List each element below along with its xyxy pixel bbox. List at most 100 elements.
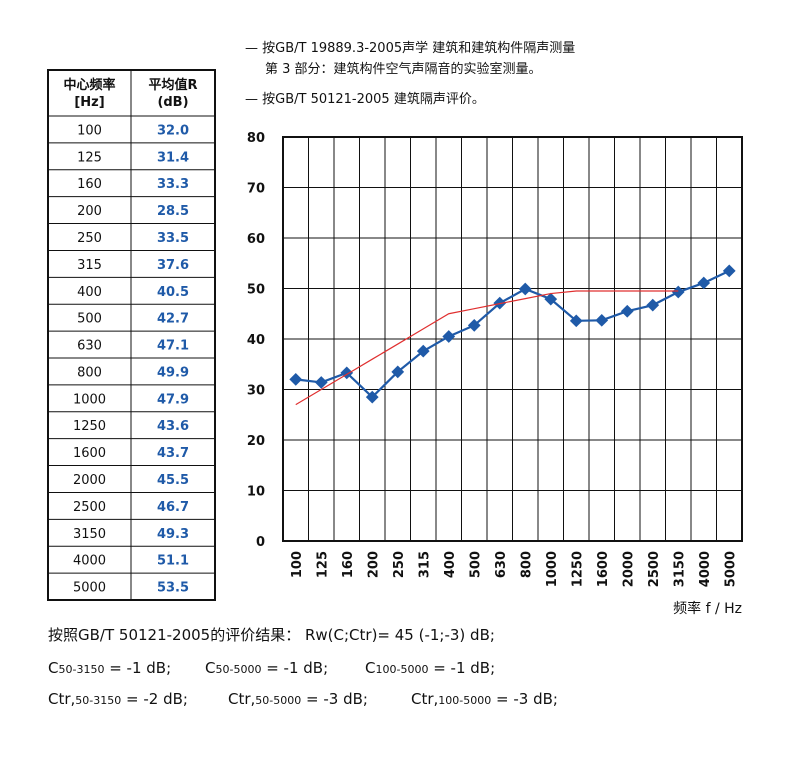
marker [289, 373, 303, 386]
note: — 按GB/T 50121-2005 建筑隔声评价。 [245, 91, 485, 107]
y-tick-label: 20 [247, 434, 265, 449]
table-cell: 51.1 [157, 554, 189, 569]
result-text: = -3 dB; [301, 690, 368, 708]
table-cell: 2000 [73, 473, 106, 488]
result-item: Ctr,100-5000 = -3 dB; [411, 690, 558, 708]
table-header: (dB) [157, 95, 188, 110]
result-item: C50-3150 = -1 dB; [48, 659, 171, 677]
table-cell: 500 [77, 312, 102, 327]
y-tick-label: 0 [256, 535, 265, 550]
table-cell: 43.6 [157, 419, 189, 434]
x-tick-label: 5000 [723, 551, 738, 587]
table-cell: 400 [77, 285, 102, 300]
result-text: = -3 dB; [491, 690, 558, 708]
marker [671, 285, 685, 299]
table-cell: 1600 [73, 446, 106, 461]
marker [620, 304, 634, 318]
x-tick-label: 400 [443, 551, 458, 578]
table-cell: 40.5 [157, 285, 189, 300]
x-tick-label: 315 [417, 551, 432, 578]
table-cell: 33.5 [157, 231, 189, 246]
marker [697, 276, 711, 290]
result-subscript: 50-5000 [215, 663, 261, 676]
table-cell: 45.5 [157, 473, 189, 488]
x-tick-label: 630 [494, 551, 509, 578]
marker [646, 298, 660, 312]
result-item: Ctr,50-5000 = -3 dB; [228, 690, 368, 708]
table-cell: 47.9 [157, 392, 189, 407]
table-cell: 32.0 [157, 123, 189, 138]
note: — 按GB/T 19889.3-2005声学 建筑和建筑构件隔声测量 [245, 40, 575, 56]
reference-line [295, 290, 679, 406]
result-symbol: C [205, 659, 215, 677]
table-cell: 1000 [73, 392, 106, 407]
table-cell: 53.5 [157, 581, 189, 596]
result-item: Ctr,50-3150 = -2 dB; [48, 690, 188, 708]
y-tick-label: 40 [247, 333, 265, 348]
x-tick-label: 200 [366, 551, 381, 578]
table-header: 平均值R [148, 77, 197, 93]
table-cell: 1250 [73, 419, 106, 434]
table-cell: 4000 [73, 554, 106, 569]
x-tick-label: 250 [392, 551, 407, 578]
x-tick-label: 1600 [596, 551, 611, 587]
table-cell: 200 [77, 204, 102, 219]
marker [722, 264, 736, 278]
result-symbol: Ctr, [228, 690, 255, 708]
result-symbol: Ctr, [411, 690, 438, 708]
result-summary: 按照GB/T 50121-2005的评价结果： Rw(C;Ctr)= 45 (-… [48, 626, 495, 644]
result-subscript: 50-5000 [255, 694, 301, 707]
x-tick-label: 160 [341, 551, 356, 578]
note: 第 3 部分：建筑构件空气声隔音的实验室测量。 [265, 61, 542, 77]
measured-line [295, 269, 730, 399]
x-tick-label: 1250 [570, 551, 585, 587]
x-tick-label: 2500 [647, 551, 662, 587]
table-cell: 49.9 [157, 365, 189, 380]
table-cell: 43.7 [157, 446, 189, 461]
table-cell: 49.3 [157, 527, 189, 542]
y-tick-label: 10 [247, 485, 265, 500]
result-item: C100-5000 = -1 dB; [365, 659, 495, 677]
x-tick-label: 3150 [672, 551, 687, 587]
plot-border [282, 136, 743, 542]
marker [391, 365, 405, 379]
result-subscript: 50-3150 [58, 663, 104, 676]
table-cell: 2500 [73, 500, 106, 515]
marker [416, 344, 430, 358]
marker [467, 319, 481, 332]
marker [365, 390, 379, 404]
x-tick-label: 100 [290, 551, 305, 578]
result-text: = -2 dB; [121, 690, 188, 708]
y-tick-label: 70 [247, 182, 265, 197]
y-tick-label: 80 [247, 131, 265, 146]
y-tick-label: 60 [247, 232, 265, 247]
x-tick-label: 500 [468, 551, 483, 578]
result-text: = -1 dB; [261, 659, 328, 677]
result-symbol: C [48, 659, 58, 677]
table-cell: 250 [77, 231, 102, 246]
table-cell: 47.1 [157, 339, 189, 354]
marker [442, 330, 456, 343]
x-tick-label: 2000 [621, 551, 636, 587]
table-header: 中心频率 [63, 77, 115, 93]
x-tick-label: 1000 [545, 551, 560, 587]
table-cell: 42.7 [157, 312, 189, 327]
table-cell: 125 [77, 150, 102, 165]
table-cell: 5000 [73, 581, 106, 596]
table-cell: 160 [77, 177, 102, 192]
x-tick-label: 800 [519, 551, 534, 578]
result-symbol: C [365, 659, 375, 677]
table-cell: 630 [77, 339, 102, 354]
table-cell: 315 [77, 258, 102, 273]
y-tick-label: 30 [247, 384, 265, 399]
x-tick-label: 4000 [698, 551, 713, 587]
table-cell: 3150 [73, 527, 106, 542]
result-subscript: 100-5000 [438, 694, 491, 707]
result-text: = -1 dB; [104, 659, 171, 677]
result-subscript: 100-5000 [375, 663, 428, 676]
table-header: [Hz] [74, 95, 104, 110]
x-tick-label: 125 [315, 551, 330, 578]
marker [595, 313, 609, 327]
result-item: C50-5000 = -1 dB; [205, 659, 328, 677]
